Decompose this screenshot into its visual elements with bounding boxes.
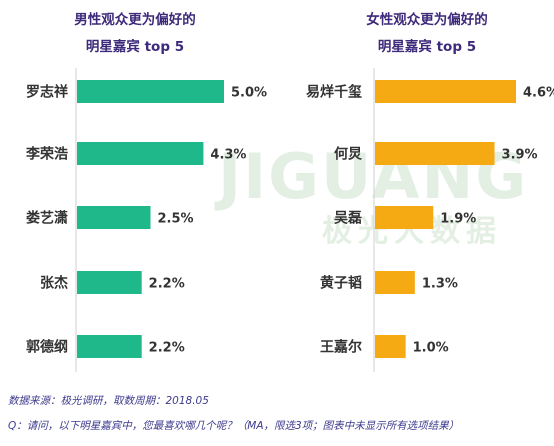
female-value-label: 1.3% — [422, 277, 458, 292]
female-category-label: 黄子韬 — [320, 275, 362, 292]
male-bar — [77, 142, 204, 165]
male-bar — [77, 80, 224, 103]
male-category-label: 张杰 — [40, 275, 68, 292]
male-value-label: 4.3% — [210, 148, 246, 163]
female-category-label: 吴磊 — [334, 211, 362, 227]
female-category-label: 何炅 — [334, 146, 363, 163]
female-value-label: 1.0% — [413, 341, 449, 356]
male-value-label: 2.5% — [158, 212, 194, 227]
female-bar — [375, 206, 434, 229]
male-chart-title-line1: 男性观众更为偏好的 — [74, 12, 196, 28]
male-bar — [77, 206, 151, 229]
survey-question-note: Q：请问，以下明星嘉宾中，您最喜欢哪几个呢？（MA，限选3项；图表中未显示所有选… — [8, 420, 460, 432]
female-category-label: 易烊千玺 — [306, 84, 362, 101]
male-category-label: 郭德纲 — [26, 339, 68, 356]
male-category-label: 李荣浩 — [25, 146, 68, 163]
female-chart-title-line1: 女性观众更为偏好的 — [366, 12, 488, 28]
male-bar — [77, 271, 142, 294]
female-bar — [375, 271, 415, 294]
female-bar — [375, 80, 516, 103]
female-chart-title-line2: 明星嘉宾 top 5 — [377, 39, 477, 55]
male-category-label: 罗志祥 — [26, 84, 68, 101]
male-value-label: 5.0% — [231, 86, 267, 101]
male-value-label: 2.2% — [149, 341, 185, 356]
male-value-label: 2.2% — [149, 277, 185, 292]
female-bar — [375, 142, 495, 165]
female-category-label: 王嘉尔 — [320, 339, 362, 356]
female-value-label: 1.9% — [440, 212, 476, 227]
male-category-label: 娄艺潇 — [26, 210, 68, 227]
male-chart-title-line2: 明星嘉宾 top 5 — [85, 39, 185, 55]
female-bar — [375, 335, 406, 358]
male-bar — [77, 335, 142, 358]
data-source-note: 数据来源：极光调研，取数周期：2018.05 — [8, 395, 209, 407]
female-value-label: 4.6% — [523, 86, 554, 101]
female-value-label: 3.9% — [502, 148, 538, 163]
